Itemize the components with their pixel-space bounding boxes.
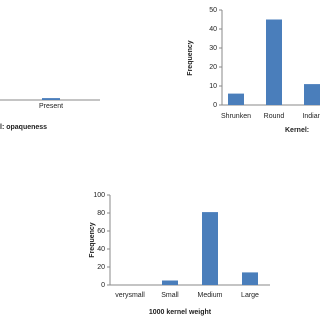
bar (42, 98, 60, 100)
x-tick-label: verysmall (115, 292, 145, 299)
y-tick-label: 40 (97, 246, 105, 253)
x-tick-label: Medium (198, 292, 223, 299)
y-tick-label: 60 (97, 228, 105, 235)
x-tick-label: Round (264, 113, 285, 120)
y-tick-label: 40 (209, 26, 217, 33)
x-tick-label: Indian (302, 113, 320, 120)
x-tick-label: Shrunken (221, 113, 251, 120)
bar (228, 93, 244, 105)
bar (266, 19, 282, 105)
bar (202, 212, 218, 285)
x-tick-label: Small (161, 292, 179, 299)
x-tick-label: Present (39, 103, 63, 110)
y-tick-label: 30 (209, 45, 217, 52)
y-tick-label: 50 (209, 7, 217, 14)
y-axis-label: Frequency (89, 222, 96, 258)
y-tick-label: 80 (97, 210, 105, 217)
y-tick-label: 20 (209, 64, 217, 71)
y-tick-label: 100 (93, 192, 105, 199)
y-tick-label: 20 (97, 264, 105, 271)
x-axis-label: 1000 kernel weight (149, 309, 212, 316)
y-tick-label: 0 (101, 282, 105, 289)
bar (242, 272, 258, 285)
y-tick-label: 10 (209, 83, 217, 90)
x-axis-label: Kernel: (285, 127, 309, 134)
bar (304, 84, 320, 105)
y-tick-label: 0 (213, 102, 217, 109)
y-axis-label: Frequency (187, 40, 194, 76)
x-tick-label: Large (241, 292, 259, 299)
bar (162, 280, 178, 285)
x-axis-label: l: opaqueness (0, 124, 47, 131)
